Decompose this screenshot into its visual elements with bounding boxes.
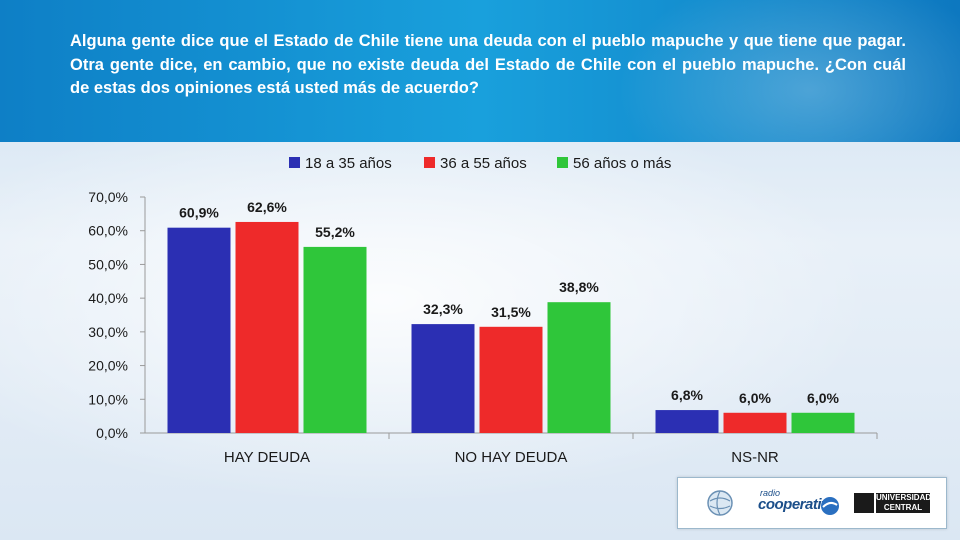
cooperativa-label: cooperativa: [758, 496, 837, 513]
y-tick-label: 60,0%: [88, 223, 128, 239]
y-tick-label: 20,0%: [88, 358, 128, 374]
bar-value-label: 38,8%: [559, 279, 599, 295]
y-tick-label: 50,0%: [88, 256, 128, 272]
bar-3: [303, 246, 367, 433]
x-category-label: NS-NR: [731, 449, 779, 466]
bar-2: [479, 326, 543, 433]
bar-3: [547, 302, 611, 433]
survey-question: Alguna gente dice que el Estado de Chile…: [70, 32, 906, 97]
bar-1: [167, 227, 231, 433]
legend-label: 56 años o más: [573, 155, 671, 172]
legend-swatch-3: [557, 157, 568, 168]
x-category-label: HAY DEUDA: [224, 449, 310, 466]
y-tick-label: 40,0%: [88, 290, 128, 306]
y-tick-label: 70,0%: [88, 189, 128, 205]
bar-3: [791, 412, 855, 433]
bar-value-label: 60,9%: [179, 205, 219, 221]
bar-value-label: 6,8%: [671, 387, 703, 403]
universidad-central-label: UNIVERSIDAD CENTRAL: [876, 493, 932, 513]
universidad-central-mark-icon: [854, 493, 874, 513]
bar-value-label: 32,3%: [423, 301, 463, 317]
bar-1: [411, 324, 475, 433]
sponsor-logos: radio cooperativa UNIVERSIDAD CENTRAL: [677, 477, 947, 529]
legend-label: 18 a 35 años: [305, 155, 392, 172]
bar-value-label: 6,0%: [807, 390, 839, 406]
question-header: Alguna gente dice que el Estado de Chile…: [0, 0, 960, 142]
legend-label: 36 a 55 años: [440, 155, 527, 172]
radio-label: radio: [760, 488, 781, 498]
cooperativa-swirl-icon: [821, 497, 839, 515]
globe-logo-icon: [707, 490, 733, 516]
y-tick-label: 0,0%: [96, 425, 128, 441]
bar-1: [655, 410, 719, 433]
bar-value-label: 55,2%: [315, 224, 355, 240]
y-tick-label: 10,0%: [88, 391, 128, 407]
bar-value-label: 6,0%: [739, 390, 771, 406]
legend-swatch-2: [424, 157, 435, 168]
x-category-label: NO HAY DEUDA: [455, 449, 568, 466]
legend-swatch-1: [289, 157, 300, 168]
bar-value-label: 31,5%: [491, 304, 531, 320]
bar-value-label: 62,6%: [247, 199, 287, 215]
y-tick-label: 30,0%: [88, 324, 128, 340]
bar-2: [723, 412, 787, 433]
bar-2: [235, 221, 299, 433]
